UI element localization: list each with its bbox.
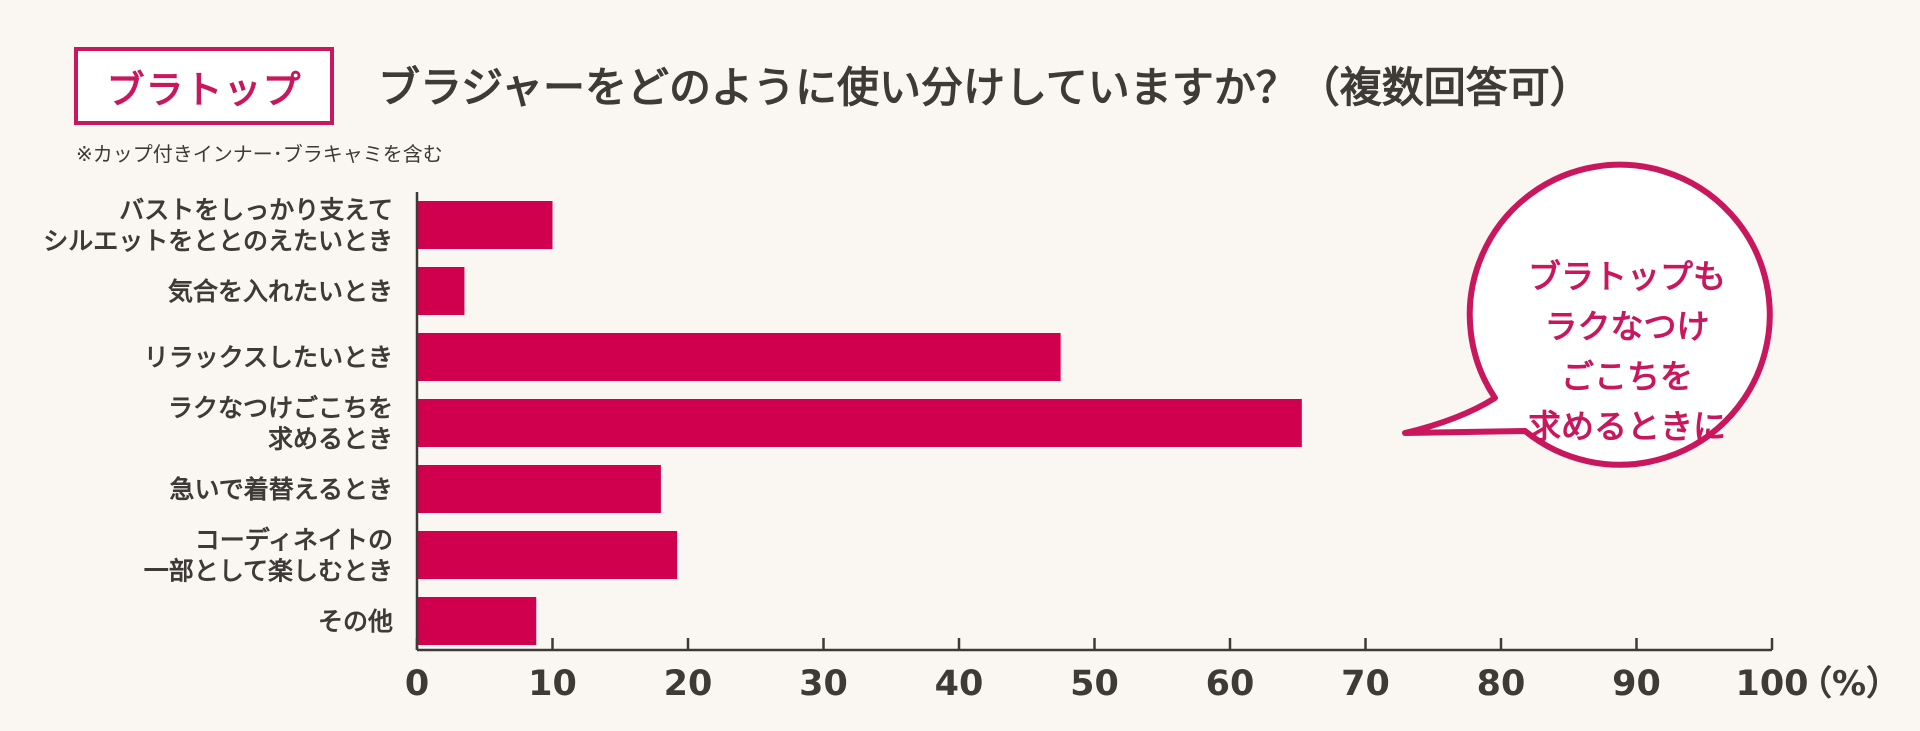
category-label-5-1: 一部として楽しむとき [144, 557, 393, 586]
category-label-1: 気合を入れたいとき [168, 277, 393, 306]
x-tick-label-80: 80 [1477, 664, 1526, 704]
x-tick-label-0: 0 [405, 664, 429, 704]
annotation-line-2: ごこちを [1561, 357, 1693, 396]
bar-1 [417, 267, 465, 315]
speech-bubble-shape [1402, 161, 1773, 468]
x-tick-label-60: 60 [1206, 664, 1255, 704]
bar-0 [417, 201, 553, 249]
category-label-0-1: シルエットをととのえたいとき [43, 227, 393, 256]
annotation-line-3: 求めるときに [1528, 407, 1726, 446]
x-tick-label-50: 50 [1070, 664, 1119, 704]
bar-6 [417, 597, 537, 645]
annotation-line-0: ブラトップも [1528, 257, 1726, 296]
x-tick-label-70: 70 [1341, 664, 1390, 704]
axes-group [415, 192, 1774, 652]
x-tick-labels: 0 10 20 30 40 50 60 70 80 90 100（%） [405, 664, 1900, 704]
category-label-0-0: バストをしっかり支えて [119, 196, 393, 225]
category-labels: バストをしっかり支えてシルエットをととのえたいとき気合を入れたいときリラックスし… [43, 196, 393, 637]
x-tick-label-30: 30 [799, 664, 848, 704]
category-label-5-0: コーディネイトの [195, 526, 393, 555]
x-tick-label-90: 90 [1612, 664, 1661, 704]
category-label-3-0: ラクなつけごこちを [168, 394, 393, 423]
footnote: ※カップ付きインナー･ブラキャミを含む [76, 142, 443, 166]
bar-2 [417, 333, 1061, 381]
bars-group [417, 201, 1302, 645]
annotation-line-1: ラクなつけ [1545, 307, 1710, 346]
x-tick-label-10: 10 [528, 664, 577, 704]
bar-5 [417, 531, 678, 579]
x-unit-label: （%） [1798, 664, 1900, 704]
x-tick-label-20: 20 [664, 664, 713, 704]
category-label-6: その他 [318, 607, 393, 636]
bar-3 [417, 399, 1302, 447]
category-tag: ブラトップ [74, 47, 334, 125]
x-tick-label-100: 100 [1735, 664, 1808, 704]
question-title: ブラジャーをどのように使い分けしていますか？（複数回答可） [378, 63, 1592, 112]
x-tick-label-40: 40 [935, 664, 984, 704]
bar-4 [417, 465, 661, 513]
category-label-3-1: 求めるとき [268, 425, 393, 454]
category-label-4: 急いで着替えるとき [169, 475, 393, 504]
category-label-2: リラックスしたいとき [144, 343, 393, 372]
